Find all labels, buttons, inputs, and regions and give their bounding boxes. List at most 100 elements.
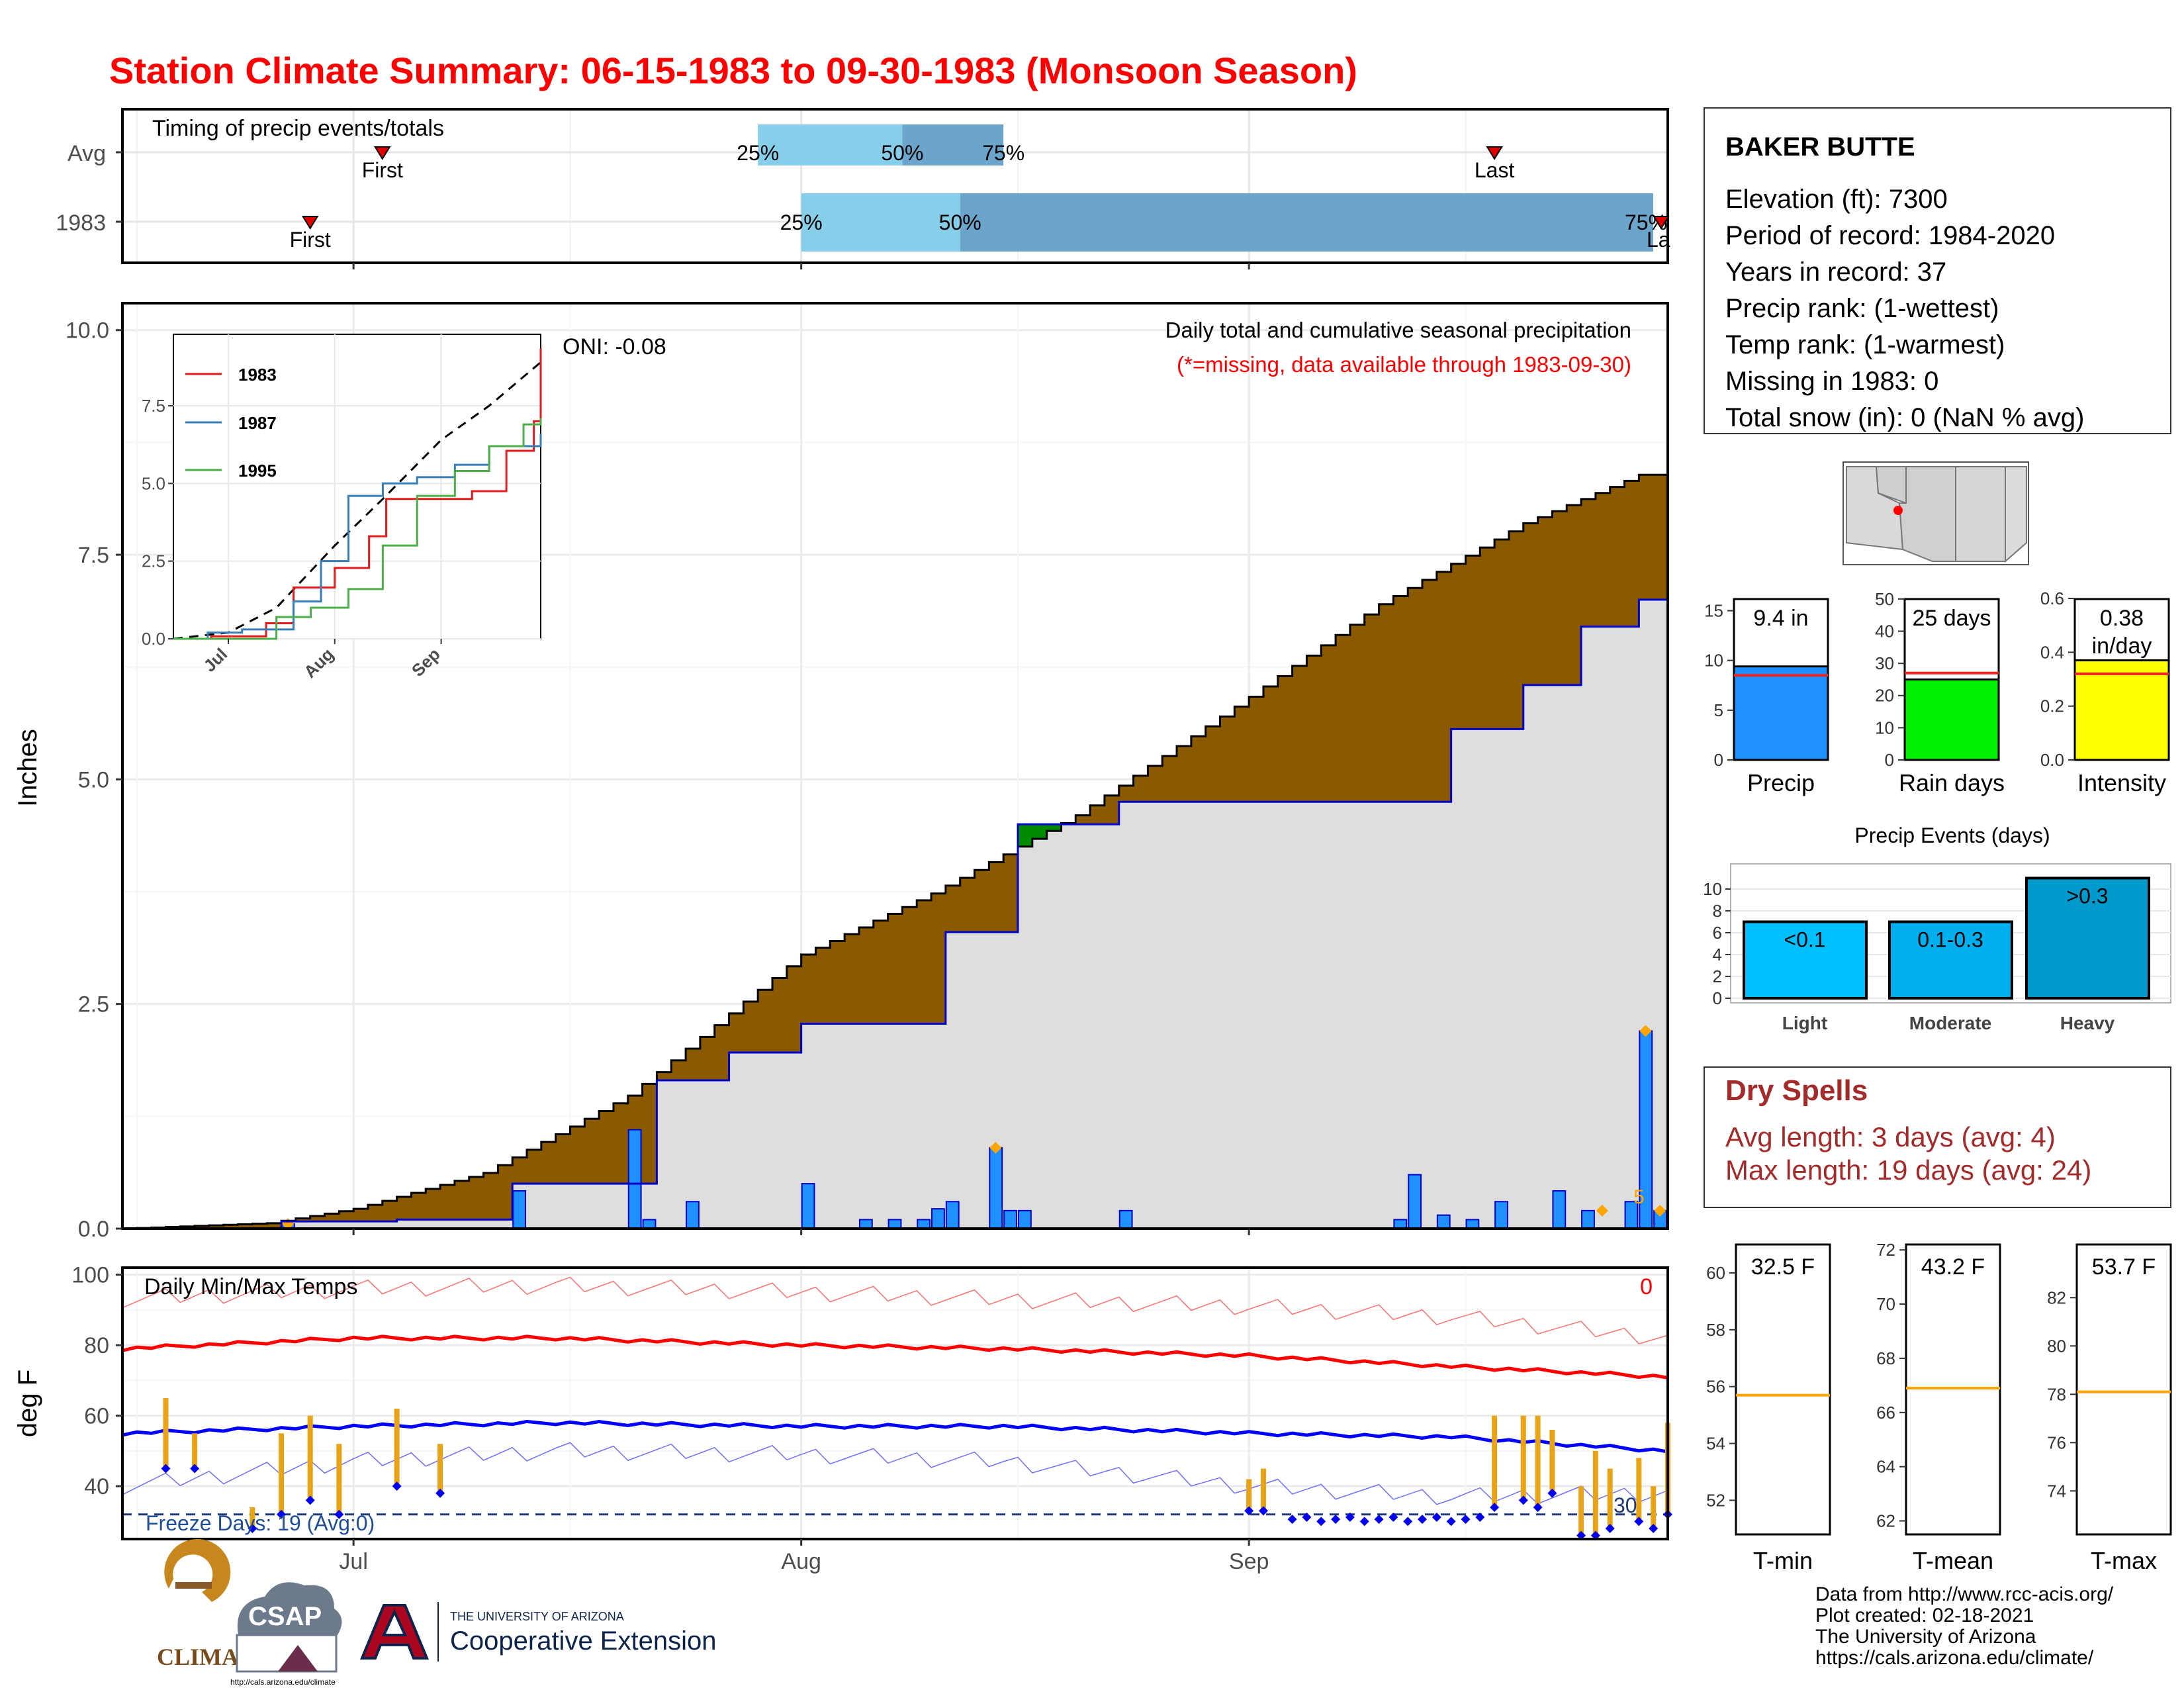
date-x-ticks: Jul Aug Sep bbox=[339, 1539, 1269, 1574]
deficit-area bbox=[1349, 624, 1365, 802]
deficit-area bbox=[902, 907, 917, 1024]
inset-1987-line bbox=[173, 434, 542, 640]
temp-summary-tick-label: 66 bbox=[1876, 1403, 1895, 1423]
dry-spells-title: Dry Spells bbox=[1725, 1074, 1868, 1107]
station-precip-rank: Precip rank: (1-wettest) bbox=[1725, 294, 1999, 323]
summary-bar-value bbox=[2073, 659, 2170, 761]
station-period: Period of record: 1984-2020 bbox=[1725, 221, 2055, 250]
deficit-area bbox=[469, 1176, 484, 1220]
summary-bar-value-unit: in/day bbox=[2092, 633, 2152, 659]
daily-precip-bar bbox=[512, 1190, 527, 1229]
deficit-area bbox=[1191, 736, 1206, 802]
deficit-area bbox=[613, 1103, 629, 1184]
temp-summary-tick-label: 76 bbox=[2047, 1432, 2066, 1452]
deficit-area bbox=[1639, 475, 1654, 600]
timing-label-75: 75% bbox=[982, 141, 1024, 165]
station-elevation: Elevation (ft): 7300 bbox=[1725, 185, 1948, 214]
freeze-day-marker bbox=[1244, 1506, 1254, 1516]
deficit-area bbox=[599, 1111, 614, 1184]
last-event-label: Last bbox=[1475, 158, 1515, 182]
temp-summary-tick-label: 70 bbox=[1876, 1294, 1895, 1314]
deficit-area bbox=[1162, 756, 1177, 802]
deficit-area bbox=[541, 1142, 557, 1184]
precip-y-tick-label: 0.0 bbox=[78, 1217, 109, 1242]
temp-summary-value: 43.2 F bbox=[1921, 1254, 1985, 1280]
precip-y-tick-label: 2.5 bbox=[78, 992, 109, 1017]
summary-bar-tick-label: 5 bbox=[1714, 700, 1723, 720]
inset-avg-line bbox=[173, 361, 541, 640]
deficit-area bbox=[1408, 588, 1423, 802]
temp-range-bar bbox=[1520, 1415, 1526, 1501]
events-bar-label: 0.1-0.3 bbox=[1917, 928, 1983, 952]
summary-bar-tick-label: 10 bbox=[1704, 651, 1723, 671]
deficit-area bbox=[786, 966, 802, 1053]
daily-precip-bar bbox=[642, 1219, 657, 1229]
temp-chart: 40 60 80 100 Jul Aug Sep deg F Daily Min/Max … bbox=[13, 1263, 1672, 1574]
freeze-day-marker bbox=[1533, 1503, 1543, 1513]
summary-bar-label: Precip bbox=[1747, 769, 1815, 796]
inset-y-tick-label: 7.5 bbox=[142, 396, 165, 416]
temp-summary-tick-label: 62 bbox=[1876, 1511, 1895, 1531]
temp-summary-tick-label: 72 bbox=[1876, 1240, 1895, 1260]
inset-y-tick-label: 0.0 bbox=[142, 629, 165, 649]
deficit-area bbox=[1653, 475, 1668, 600]
temp-summary-label: T-min bbox=[1753, 1547, 1813, 1574]
daily-precip-bar bbox=[1003, 1209, 1017, 1230]
deficit-area bbox=[223, 1225, 239, 1229]
deficit-area bbox=[858, 927, 874, 1024]
date-x-tick-label: Sep bbox=[1229, 1549, 1269, 1574]
inset-chart: 0.02.55.07.5 Jul Aug Sep 1983 1987 1995 bbox=[142, 334, 542, 682]
precip-y-ticks: 0.0 2.5 5.0 7.5 10.0 bbox=[66, 318, 1250, 1242]
daily-precip-bar bbox=[858, 1219, 873, 1229]
cumulative-1983-area bbox=[122, 388, 1668, 1229]
temp-range-bar bbox=[1492, 1415, 1498, 1508]
daily-precip-bar bbox=[1017, 1209, 1032, 1230]
deficit-area bbox=[873, 920, 889, 1024]
freeze-day-marker bbox=[248, 1524, 257, 1534]
deficit-area bbox=[238, 1224, 253, 1229]
daily-precip-bar bbox=[1552, 1190, 1567, 1229]
oni-label: ONI: -0.08 bbox=[563, 334, 666, 359]
surplus-area bbox=[1032, 824, 1048, 839]
temp-summary-tick-label: 80 bbox=[2047, 1336, 2066, 1356]
inset-1995-line bbox=[173, 418, 542, 640]
first-event-marker bbox=[374, 146, 391, 160]
deficit-area bbox=[945, 885, 961, 933]
events-category-label: Heavy bbox=[2060, 1013, 2115, 1033]
daily-precip-bar bbox=[686, 1201, 700, 1229]
page-title: Station Climate Summary: 06-15-1983 to 0… bbox=[109, 50, 1357, 91]
freeze-day-marker bbox=[392, 1481, 402, 1491]
csap-logo: CSAP http://cals.arizona.edu/climate bbox=[230, 1582, 342, 1687]
summary-bar-tick-label: 30 bbox=[1875, 653, 1894, 673]
freeze-day-marker bbox=[1605, 1524, 1615, 1534]
temp-range-bar bbox=[307, 1415, 313, 1501]
precip-caption-missing: (*=missing, data available through 1983-… bbox=[1177, 352, 1631, 377]
deficit-area bbox=[310, 1215, 326, 1222]
record-marker bbox=[1654, 1204, 1666, 1217]
temp-summary-tick-label: 58 bbox=[1706, 1320, 1725, 1340]
precip-y-tick-label: 7.5 bbox=[78, 543, 109, 568]
deficit-area bbox=[1118, 785, 1134, 802]
deficit-area bbox=[700, 1037, 715, 1081]
events-y-tick-label: 8 bbox=[1713, 901, 1722, 921]
freeze-day-marker bbox=[334, 1509, 344, 1519]
freeze-day-marker bbox=[1518, 1495, 1528, 1505]
daily-precip-bar bbox=[1581, 1209, 1595, 1230]
inset-frame bbox=[173, 334, 541, 639]
summary-bar-value-label: 25 days bbox=[1912, 606, 1991, 631]
avg-max-temp-line bbox=[122, 1335, 1668, 1380]
temp-summary-tick-label: 64 bbox=[1876, 1457, 1895, 1477]
inset-y-ticks: 0.0 2.5 5.0 7.5 bbox=[142, 396, 173, 649]
deficit-area bbox=[729, 1013, 744, 1053]
csap-cloud-icon bbox=[237, 1582, 342, 1635]
temp-range-bar bbox=[1651, 1486, 1657, 1529]
precip-marks bbox=[122, 388, 1669, 1231]
temp-y-tick-label: 100 bbox=[71, 1263, 109, 1288]
credit-plot-created: Plot created: 02-18-2021 bbox=[1815, 1605, 2034, 1626]
last-event-marker bbox=[1486, 146, 1503, 160]
deficit-area bbox=[324, 1213, 340, 1222]
temp-range-bar bbox=[279, 1433, 285, 1515]
deficit-area bbox=[1379, 604, 1394, 802]
hot-days-count: 0 bbox=[1640, 1274, 1653, 1299]
